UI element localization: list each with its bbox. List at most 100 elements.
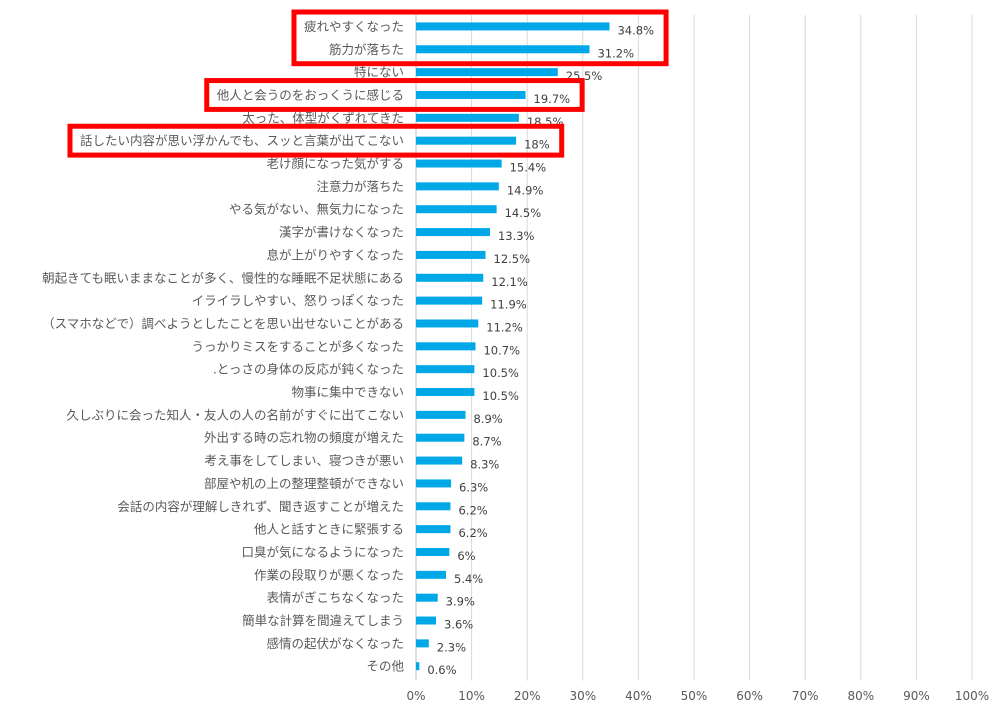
data-label: 15.4% (510, 161, 547, 175)
data-label: 12.5% (494, 252, 531, 266)
data-label: 14.9% (507, 183, 544, 197)
category-label: 簡単な計算を間違えてしまう (242, 613, 404, 628)
data-label: 2.3% (437, 640, 466, 654)
category-label: 作業の段取りが悪くなった (254, 567, 404, 582)
bar (416, 68, 558, 77)
bar (416, 570, 447, 579)
category-label: 疲れやすくなった (304, 19, 404, 34)
bar (416, 342, 476, 351)
highlight-box (67, 123, 565, 158)
bar (416, 319, 479, 328)
category-label: 他人と会うのをおっくうに感じる (217, 87, 404, 102)
data-label: 8.9% (473, 412, 502, 426)
bar (416, 159, 502, 168)
data-label: 12.1% (491, 275, 528, 289)
bar (416, 113, 519, 122)
category-label: 話したい内容が思い浮かんでも、スッと言葉が出てこない (80, 133, 404, 148)
category-label: イライラしやすい、怒りっぽくなった (192, 293, 404, 308)
bar (416, 365, 475, 374)
highlight-box (204, 78, 585, 112)
data-label: 3.6% (444, 618, 473, 632)
category-label: その他 (366, 659, 404, 674)
data-label: 10.5% (482, 389, 519, 403)
bar (416, 456, 463, 465)
x-tick-label: 100% (955, 689, 989, 703)
data-label: 3.9% (446, 595, 475, 609)
bar (416, 273, 484, 282)
category-labels: 疲れやすくなった筋力が落ちた特にない他人と会うのをおっくうに感じる太った、体型が… (42, 19, 404, 674)
data-label: 8.7% (472, 435, 501, 449)
data-label: 18% (524, 138, 550, 152)
category-label: 表情がぎこちなくなった (266, 590, 404, 605)
category-label: 物事に集中できない (291, 385, 404, 400)
category-label: 息が上がりやすくなった (266, 247, 404, 262)
x-tick-label: 70% (792, 689, 819, 703)
x-tick-label: 10% (458, 689, 485, 703)
category-label: 会話の内容が理解しきれず、聞き返すことが増えた (117, 499, 404, 514)
x-tick-label: 60% (736, 689, 763, 703)
bar (416, 205, 497, 214)
bar (416, 433, 465, 442)
category-label: うっかりミスをすることが多くなった (191, 339, 404, 354)
category-label: 筋力が落ちた (329, 42, 404, 57)
data-label: 0.6% (427, 663, 456, 677)
x-tick-label: 30% (569, 689, 596, 703)
category-label: 口臭が気になるようになった (241, 544, 404, 559)
bar (416, 136, 517, 145)
bar (416, 250, 486, 259)
x-tick-label: 20% (514, 689, 541, 703)
category-label: .とっさの身体の反応が鈍くなった (213, 362, 404, 377)
bar (416, 662, 420, 671)
bar (416, 525, 451, 534)
category-label: 注意力が落ちた (316, 179, 404, 194)
bar (416, 45, 590, 54)
bar (416, 228, 490, 237)
x-tick-label: 80% (847, 689, 874, 703)
x-tick-label: 50% (681, 689, 708, 703)
bar (416, 547, 450, 556)
data-label: 6.3% (459, 480, 488, 494)
category-label: 老け顔になった気がする (266, 156, 404, 171)
category-label: 特にない (354, 65, 404, 80)
data-label: 6.2% (458, 526, 487, 540)
data-label: 8.3% (470, 458, 499, 472)
data-label: 31.2% (597, 46, 634, 60)
bar (416, 182, 499, 191)
category-label: 部屋や机の上の整理整頓ができない (204, 476, 404, 491)
category-label: 久しぶりに会った知人・友人の人の名前がすぐに出てこない (66, 407, 404, 422)
category-label: 朝起きても眠いままなことが多く、慢性的な睡眠不足状態にある (42, 270, 404, 285)
bar (416, 479, 452, 488)
data-label: 5.4% (454, 572, 483, 586)
category-label: 考え事をしてしまい、寝つきが悪い (204, 453, 404, 468)
category-label: 太った、体型がくずれてきた (242, 110, 404, 125)
data-label: 6.2% (458, 503, 487, 517)
bars (416, 22, 610, 671)
bar (416, 502, 451, 511)
bar (416, 616, 437, 625)
data-label: 34.8% (617, 23, 654, 37)
x-axis-ticks: 0% 10% 20% 30% 40% 50% 60% 70% 80% 90% 100% (406, 689, 989, 703)
data-label: 14.5% (505, 206, 542, 220)
data-label: 11.9% (490, 298, 527, 312)
category-label: やる気がない、無気力になった (229, 202, 404, 217)
bar (416, 90, 526, 99)
data-label: 10.5% (482, 366, 519, 380)
x-tick-label: 0% (406, 689, 425, 703)
bar (416, 593, 438, 602)
data-label: 10.7% (483, 343, 520, 357)
category-label: 外出する時の忘れ物の頻度が増えた (204, 430, 404, 445)
bar (416, 639, 429, 648)
highlight-boxes (67, 9, 669, 158)
data-label: 11.2% (486, 320, 523, 334)
category-label: 感情の起伏がなくなった (266, 636, 404, 651)
category-label: 他人と話すときに緊張する (254, 522, 404, 537)
highlight-box (291, 9, 669, 67)
category-label: 漢字が書けなくなった (279, 225, 404, 240)
bar (416, 22, 610, 31)
bar (416, 296, 483, 305)
category-label: （スマホなどで）調べようとしたことを思い出せないことがある (42, 316, 404, 331)
data-label: 13.3% (498, 229, 535, 243)
bar (416, 410, 466, 419)
